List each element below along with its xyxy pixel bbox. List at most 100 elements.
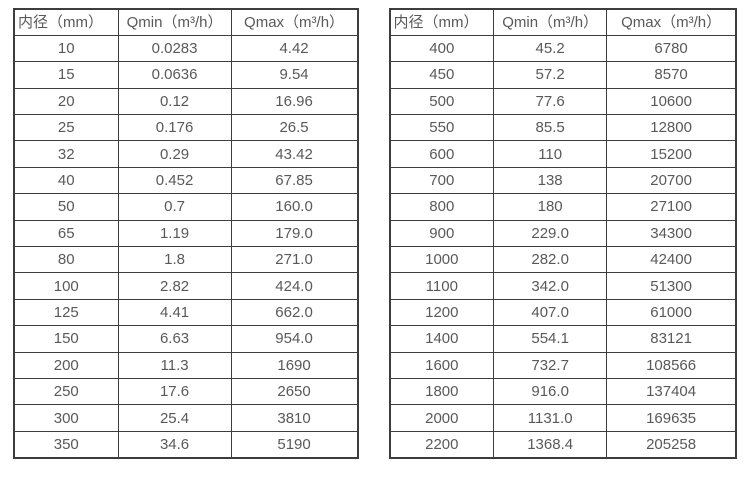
cell-qmin: 4.41 xyxy=(117,298,232,327)
cell-inner-diameter: 40 xyxy=(13,166,119,195)
table-row: 500 77.6 10600 xyxy=(389,87,737,116)
cell-qmin: 0.176 xyxy=(117,114,232,142)
cell-qmax: 137404 xyxy=(606,377,737,406)
cell-qmax: 169635 xyxy=(606,404,737,432)
cell-qmin: 45.2 xyxy=(493,34,608,63)
cell-qmin: 6.63 xyxy=(117,325,232,353)
table-row: 900 229.0 34300 xyxy=(389,219,737,248)
table-body: 400 45.2 6780 450 57.2 8570 500 77.6 10600 550 85.… xyxy=(389,34,737,459)
cell-inner-diameter: 50 xyxy=(13,193,119,221)
cell-qmin: 34.6 xyxy=(117,430,232,459)
cell-qmax: 8570 xyxy=(606,61,737,89)
cell-inner-diameter: 1200 xyxy=(389,298,495,327)
table-row: 40 0.452 67.85 xyxy=(13,166,359,195)
flow-table-small-diameters: 内径（mm） Qmin（m³/h） Qmax（m³/h） 10 0.0283 4.4… xyxy=(13,8,359,459)
table-body: 10 0.0283 4.42 15 0.0636 9.54 20 0.12 16.96 25 0.1… xyxy=(13,34,359,459)
cell-qmax: 34300 xyxy=(606,219,737,248)
table-row: 200 11.3 1690 xyxy=(13,351,359,379)
table-row: 1100 342.0 51300 xyxy=(389,272,737,300)
cell-qmax: 160.0 xyxy=(230,193,359,221)
flow-table-large-diameters: 内径（mm） Qmin（m³/h） Qmax（m³/h） 400 45.2 6780… xyxy=(388,8,737,459)
table-row: 25 0.176 26.5 xyxy=(13,114,359,142)
cell-qmax: 15200 xyxy=(606,140,737,168)
cell-inner-diameter: 250 xyxy=(13,377,119,406)
table-row: 1200 407.0 61000 xyxy=(389,298,737,327)
cell-qmax: 954.0 xyxy=(230,325,359,353)
cell-qmax: 6780 xyxy=(606,34,737,63)
table-row: 20 0.12 16.96 xyxy=(13,87,359,116)
table-row: 1800 916.0 137404 xyxy=(389,377,737,406)
table-row: 2200 1368.4 205258 xyxy=(389,430,737,459)
cell-inner-diameter: 10 xyxy=(13,34,119,63)
cell-qmax: 9.54 xyxy=(230,61,359,89)
cell-qmin: 0.0283 xyxy=(117,34,232,63)
table-row: 1000 282.0 42400 xyxy=(389,246,737,274)
table-row: 150 6.63 954.0 xyxy=(13,325,359,353)
cell-qmax: 61000 xyxy=(606,298,737,327)
cell-inner-diameter: 20 xyxy=(13,87,119,116)
header-qmin: Qmin（m³/h） xyxy=(117,8,232,36)
table-row: 250 17.6 2650 xyxy=(13,377,359,406)
cell-inner-diameter: 125 xyxy=(13,298,119,327)
header-inner-diameter: 内径（mm） xyxy=(13,8,119,36)
cell-qmin: 0.0636 xyxy=(117,61,232,89)
cell-qmax: 1690 xyxy=(230,351,359,379)
cell-qmax: 5190 xyxy=(230,430,359,459)
cell-inner-diameter: 800 xyxy=(389,193,495,221)
cell-qmax: 16.96 xyxy=(230,87,359,116)
cell-qmin: 25.4 xyxy=(117,404,232,432)
table-row: 800 180 27100 xyxy=(389,193,737,221)
flow-rate-spec-page: 内径（mm） Qmin（m³/h） Qmax（m³/h） 10 0.0283 4.4… xyxy=(13,8,737,459)
cell-inner-diameter: 32 xyxy=(13,140,119,168)
cell-qmax: 83121 xyxy=(606,325,737,353)
cell-inner-diameter: 65 xyxy=(13,219,119,248)
cell-inner-diameter: 15 xyxy=(13,61,119,89)
table-row: 2000 1131.0 169635 xyxy=(389,404,737,432)
table-row: 1600 732.7 108566 xyxy=(389,351,737,379)
table-row: 100 2.82 424.0 xyxy=(13,272,359,300)
table-row: 50 0.7 160.0 xyxy=(13,193,359,221)
cell-inner-diameter: 600 xyxy=(389,140,495,168)
table-row: 125 4.41 662.0 xyxy=(13,298,359,327)
cell-qmax: 271.0 xyxy=(230,246,359,274)
cell-inner-diameter: 25 xyxy=(13,114,119,142)
cell-qmax: 424.0 xyxy=(230,272,359,300)
cell-qmax: 51300 xyxy=(606,272,737,300)
cell-inner-diameter: 100 xyxy=(13,272,119,300)
cell-qmax: 662.0 xyxy=(230,298,359,327)
cell-qmax: 42400 xyxy=(606,246,737,274)
cell-qmin: 110 xyxy=(493,140,608,168)
cell-qmax: 179.0 xyxy=(230,219,359,248)
cell-inner-diameter: 350 xyxy=(13,430,119,459)
cell-inner-diameter: 550 xyxy=(389,114,495,142)
cell-inner-diameter: 300 xyxy=(13,404,119,432)
header-row: 内径（mm） Qmin（m³/h） Qmax（m³/h） xyxy=(13,8,359,36)
table-row: 10 0.0283 4.42 xyxy=(13,34,359,63)
table-row: 450 57.2 8570 xyxy=(389,61,737,89)
cell-qmax: 67.85 xyxy=(230,166,359,195)
cell-inner-diameter: 2200 xyxy=(389,430,495,459)
cell-qmax: 43.42 xyxy=(230,140,359,168)
cell-qmin: 77.6 xyxy=(493,87,608,116)
cell-qmin: 916.0 xyxy=(493,377,608,406)
cell-inner-diameter: 700 xyxy=(389,166,495,195)
cell-qmin: 0.29 xyxy=(117,140,232,168)
cell-qmin: 11.3 xyxy=(117,351,232,379)
cell-inner-diameter: 1800 xyxy=(389,377,495,406)
table-header: 内径（mm） Qmin（m³/h） Qmax（m³/h） xyxy=(13,8,359,36)
cell-inner-diameter: 400 xyxy=(389,34,495,63)
cell-qmax: 27100 xyxy=(606,193,737,221)
cell-qmin: 1.8 xyxy=(117,246,232,274)
header-qmax: Qmax（m³/h） xyxy=(230,8,359,36)
cell-qmax: 12800 xyxy=(606,114,737,142)
table-row: 400 45.2 6780 xyxy=(389,34,737,63)
cell-qmin: 554.1 xyxy=(493,325,608,353)
table-row: 700 138 20700 xyxy=(389,166,737,195)
cell-inner-diameter: 1400 xyxy=(389,325,495,353)
table-row: 350 34.6 5190 xyxy=(13,430,359,459)
cell-qmin: 0.12 xyxy=(117,87,232,116)
cell-inner-diameter: 1000 xyxy=(389,246,495,274)
cell-qmin: 282.0 xyxy=(493,246,608,274)
cell-qmax: 10600 xyxy=(606,87,737,116)
cell-qmax: 108566 xyxy=(606,351,737,379)
